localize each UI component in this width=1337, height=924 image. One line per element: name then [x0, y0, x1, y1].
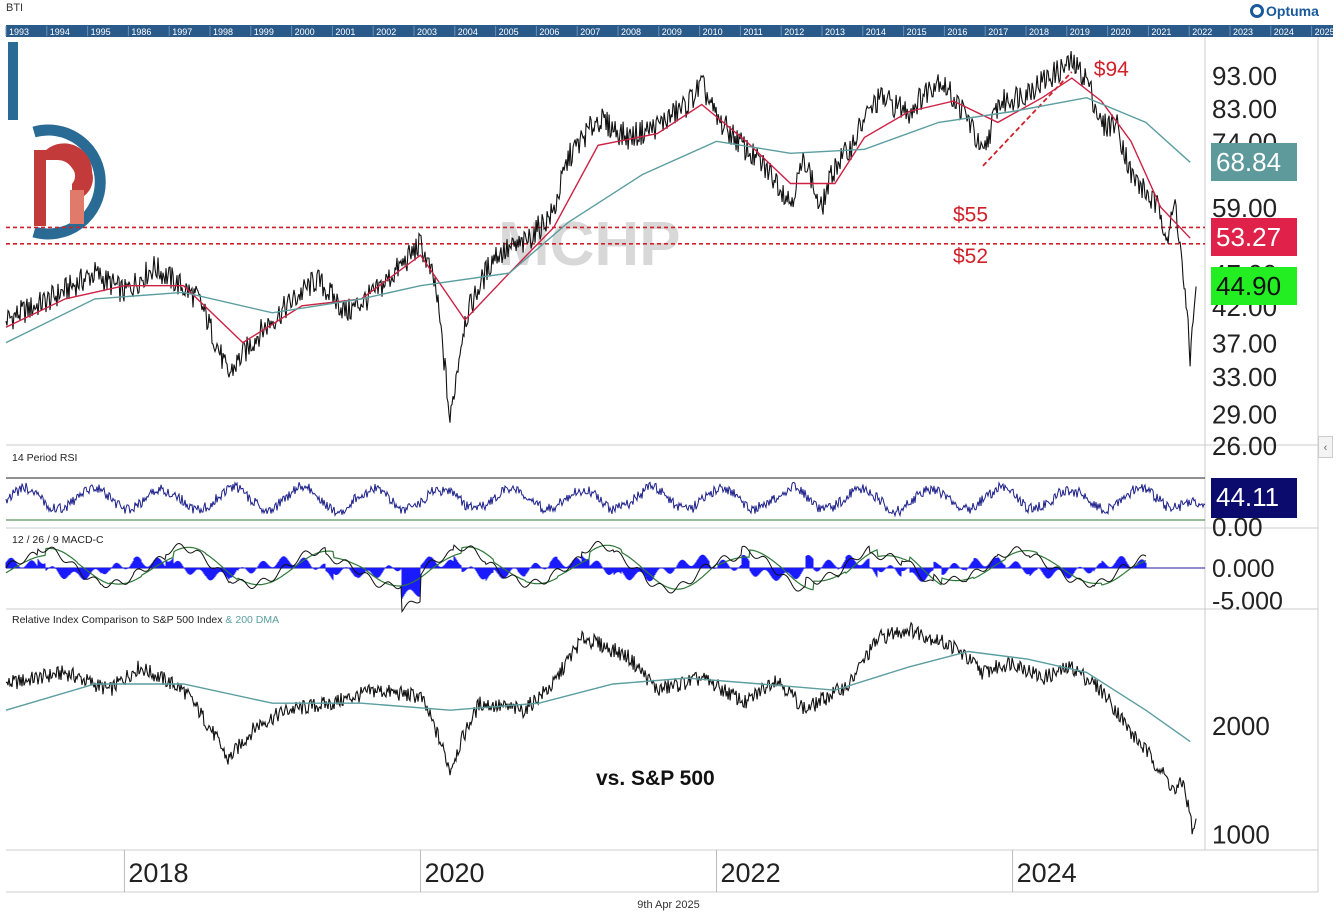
macd-axis-tick-label: 0.000 — [1212, 555, 1275, 583]
timeline-year-label: 2021 — [1151, 27, 1171, 37]
timeline-labels: 1993 1994 1995 1986 1997 1998 1999 2000 2001 2002… — [5, 26, 1335, 37]
timeline-year-label: 1999 — [254, 27, 274, 37]
scroll-arrow-icon[interactable]: ‹ — [1318, 436, 1333, 458]
timeline-year-label: 2006 — [539, 27, 559, 37]
timeline-year-label: 2012 — [784, 27, 804, 37]
timeline-year-label: 2023 — [1233, 27, 1253, 37]
timeline-year-label: 2017 — [988, 27, 1008, 37]
price-box-200dma: 68.84 — [1211, 143, 1297, 182]
rsi-panel-title: 14 Period RSI — [12, 452, 78, 464]
timeline-year-label: 2004 — [458, 27, 478, 37]
fast-ma-line — [5, 77, 1191, 344]
trendline-label: $94 — [1094, 58, 1129, 81]
relative-title-dma: & 200 DMA — [222, 614, 280, 626]
vs-sp500-annotation: vs. S&P 500 — [596, 767, 715, 790]
rsi-line — [5, 480, 1206, 518]
timeline-year-label: 1994 — [50, 27, 70, 37]
timeline-year-label: 1997 — [172, 27, 192, 37]
price-axis-tick-label: 33.00 — [1212, 362, 1277, 392]
timeline-year-label: 2022 — [1192, 27, 1212, 37]
ticker-symbol: BTI — [6, 2, 24, 14]
relative-title-text: Relative Index Comparison to S&P 500 Ind… — [12, 614, 223, 626]
relative-panel-title: Relative Index Comparison to S&P 500 Ind… — [12, 614, 279, 626]
timeline-year-label: 2010 — [703, 27, 723, 37]
macd-panel-title: 12 / 26 / 9 MACD-C — [12, 534, 104, 546]
relative-axis-tick-label: 1000 — [1212, 820, 1270, 850]
timeline-year-label: 2015 — [907, 27, 927, 37]
x-axis: 2018 2020 2022 2024 — [123, 850, 1077, 892]
timeline-year-label: 2003 — [417, 27, 437, 37]
timeline-year-label: 2025 — [1315, 27, 1335, 37]
timeline-year-label: 2018 — [1029, 27, 1049, 37]
timeline-year-label: 2000 — [295, 27, 315, 37]
macd-histogram — [5, 554, 1147, 599]
panel-borders — [6, 37, 1319, 893]
timeline-year-label: 2007 — [580, 27, 600, 37]
relative-axis-tick-label: 2000 — [1212, 711, 1270, 741]
price-axis-tick-label: 83.00 — [1212, 94, 1277, 124]
macd-signal-line — [5, 544, 1147, 591]
price-axis-tick-label: 26.00 — [1212, 431, 1277, 461]
relative-panel: 2000 1000 — [5, 621, 1270, 850]
x-axis-tick-label: 2018 — [128, 858, 188, 888]
x-axis-tick-label: 2020 — [424, 858, 484, 888]
support-level-label: $52 — [953, 245, 988, 268]
timeline-year-label: 1986 — [131, 27, 151, 37]
price-box-50dma: 53.27 — [1211, 217, 1297, 256]
price-axis-tick-label: 29.00 — [1212, 399, 1277, 429]
timeline-year-label: 1993 — [9, 27, 29, 37]
support-level-label: $55 — [953, 203, 988, 226]
timeline-year-label: 2014 — [866, 27, 886, 37]
timeline-year-label: 1995 — [91, 27, 111, 37]
timeline-year-label: 2001 — [335, 27, 355, 37]
relative-series-line — [5, 621, 1197, 835]
brand-name: Optuma — [1266, 3, 1319, 19]
timeline-year-label: 2008 — [621, 27, 641, 37]
footer-date: 9th Apr 2025 — [637, 899, 700, 911]
price-axis-tick-label: 37.00 — [1212, 329, 1277, 359]
timeline-year-label: 2024 — [1274, 27, 1294, 37]
brand-logo: Optuma — [1250, 3, 1319, 19]
price-series-line — [5, 50, 1197, 423]
x-axis-tick-label: 2024 — [1017, 858, 1077, 888]
timeline-year-label: 2009 — [662, 27, 682, 37]
macd-panel: 0.000 -5.000 — [5, 540, 1283, 616]
macd-axis-tick-label: -5.000 — [1212, 588, 1283, 616]
macd-line — [5, 540, 1147, 614]
relative-dma-line — [5, 650, 1191, 743]
timeline-year-label: 2016 — [947, 27, 967, 37]
timeline-year-label: 1998 — [213, 27, 233, 37]
slow-ma-line — [5, 96, 1191, 344]
timeline-year-label: 2011 — [743, 27, 762, 37]
timeline-year-label: 2019 — [1070, 27, 1090, 37]
timeline-bar[interactable] — [6, 25, 1333, 37]
timeline-year-label: 2002 — [376, 27, 396, 37]
timeline-year-label: 2005 — [499, 27, 519, 37]
timeline-year-label: 2020 — [1111, 27, 1131, 37]
price-box-last: 44.90 — [1211, 267, 1297, 306]
timeline-year-label: 2013 — [825, 27, 845, 37]
x-axis-tick-label: 2022 — [721, 858, 781, 888]
price-axis-tick-label: 93.00 — [1212, 61, 1277, 91]
optuma-icon — [1250, 4, 1264, 18]
rsi-value-box: 44.11 — [1211, 478, 1297, 518]
company-logo-mark — [8, 42, 106, 240]
